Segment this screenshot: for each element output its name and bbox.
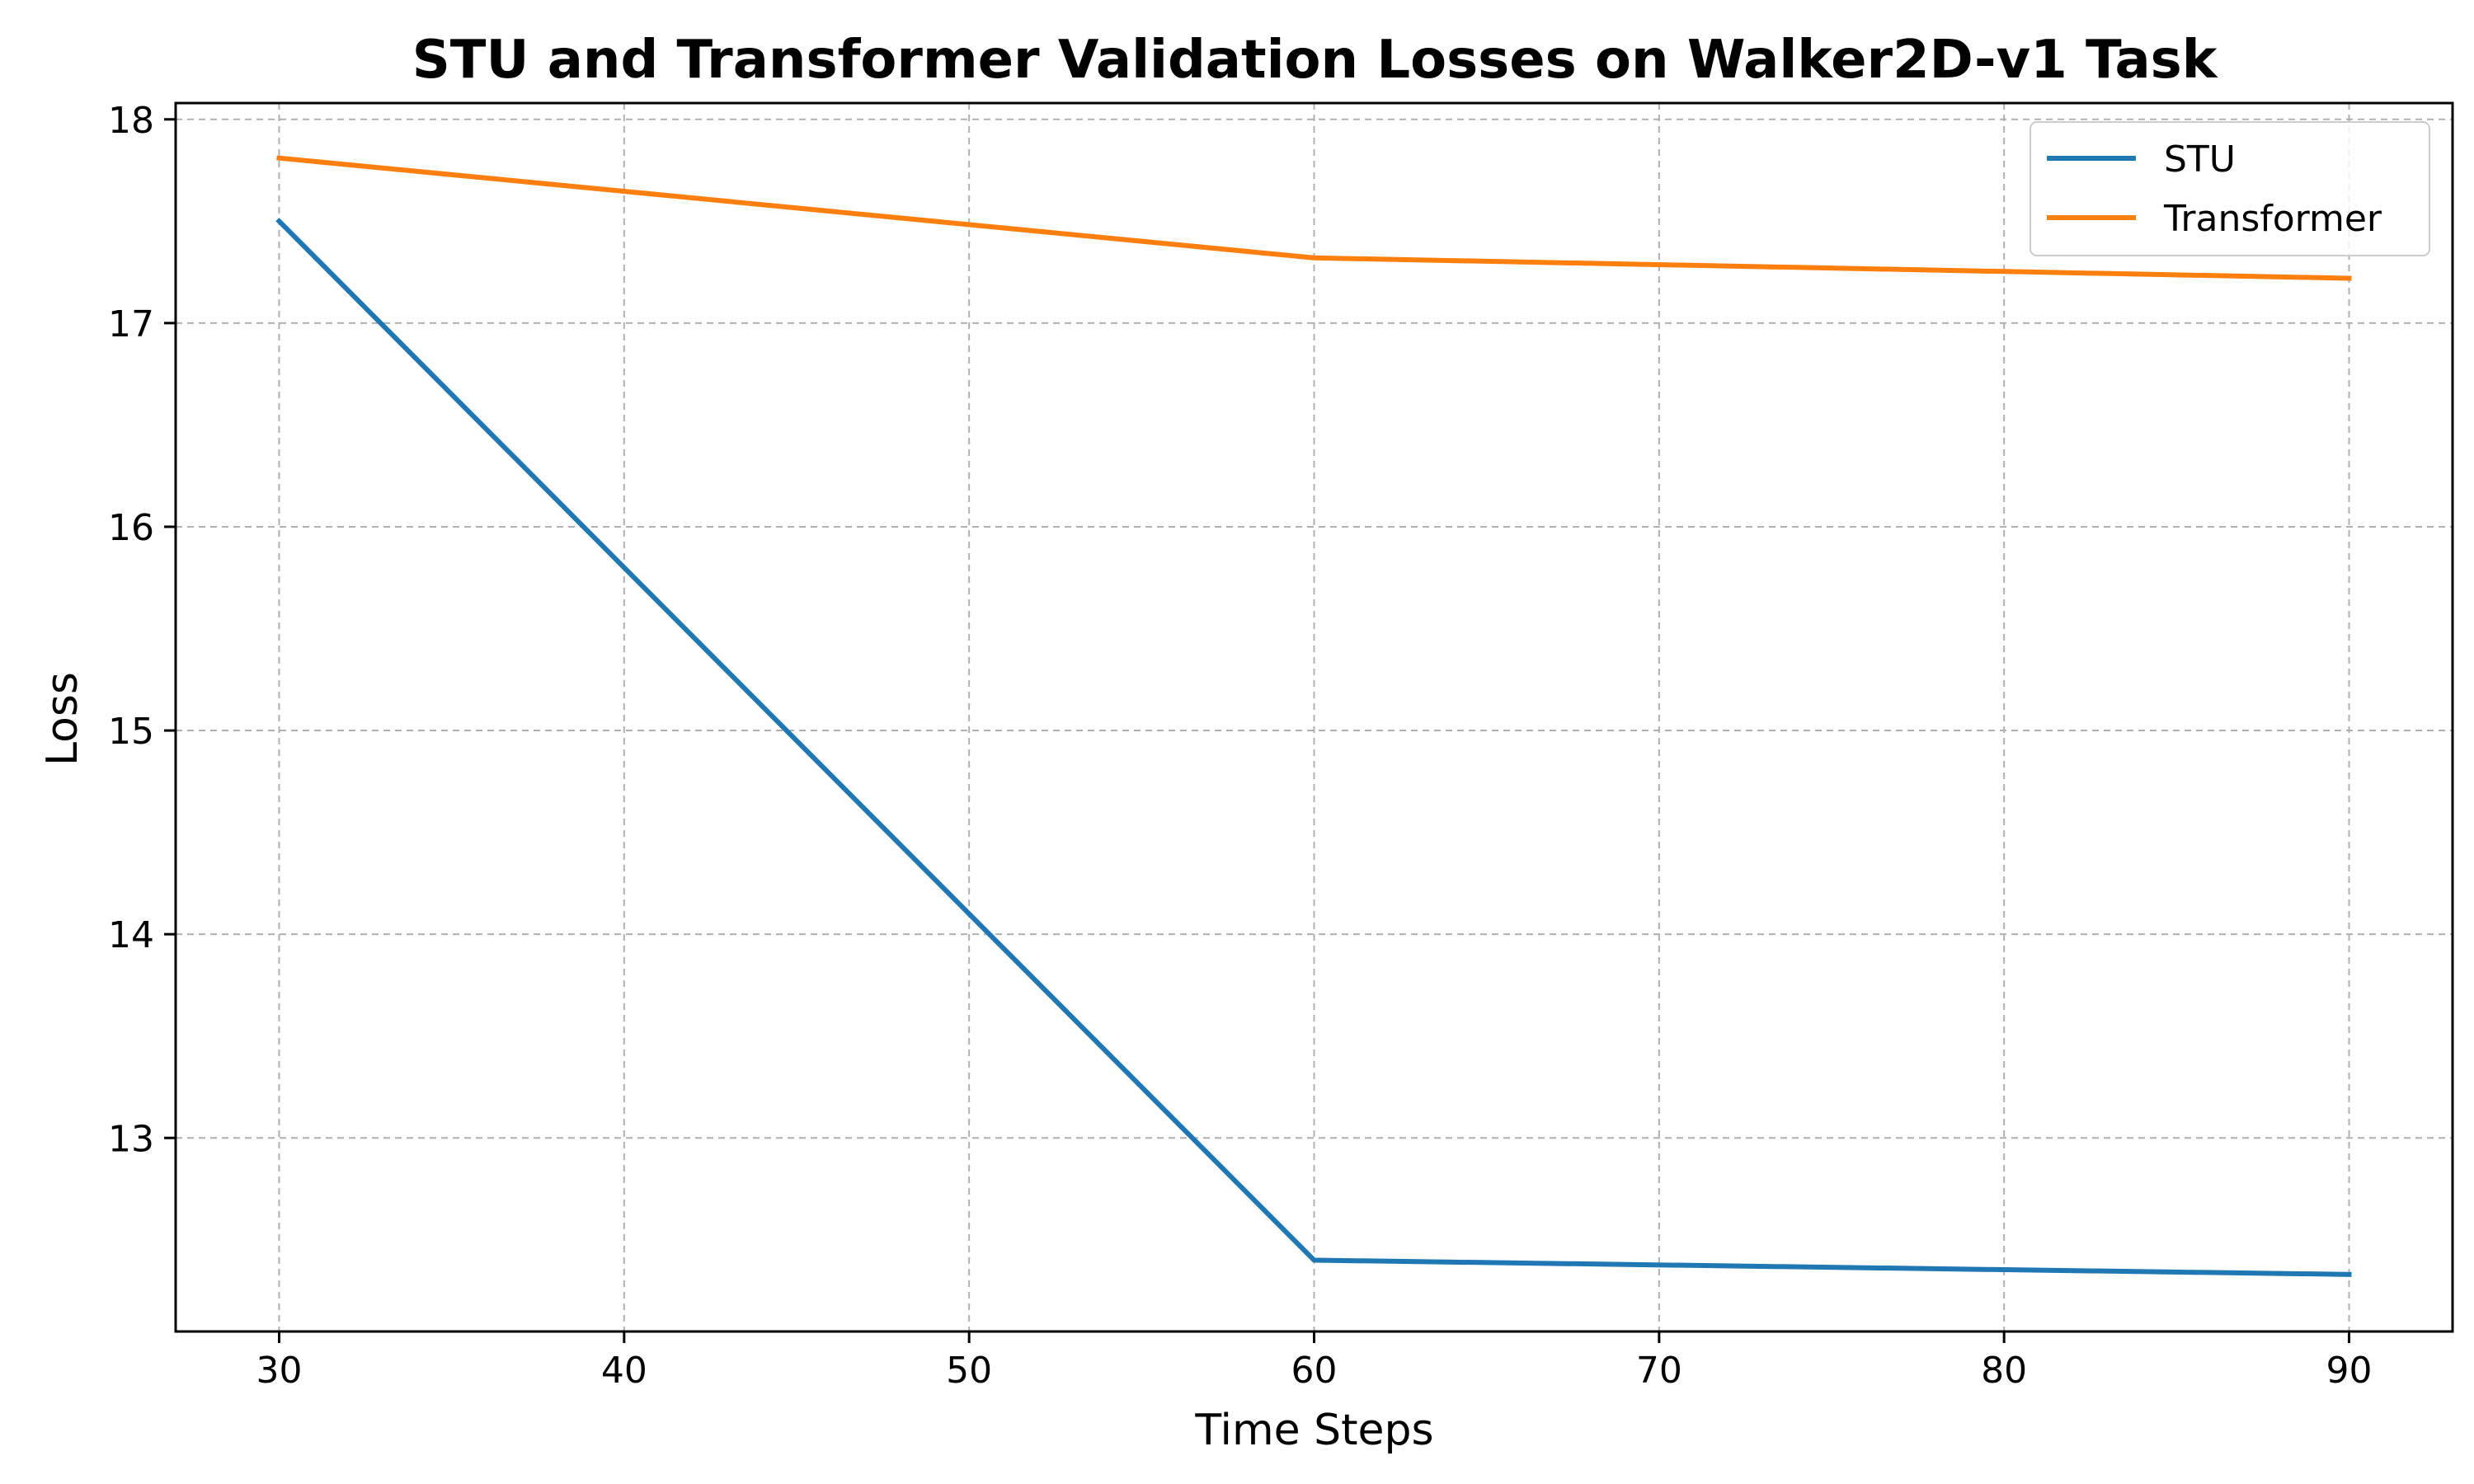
legend-label-transformer: Transformer (2163, 198, 2382, 240)
grid-lines (176, 103, 2453, 1331)
series-line-stu (275, 218, 2352, 1277)
y-tick-label: 13 (108, 1118, 154, 1160)
series-line-transformer (276, 155, 2352, 281)
x-tick-label: 60 (1291, 1350, 1338, 1392)
legend-box (2030, 121, 2430, 256)
x-tick-label: 80 (1981, 1350, 2027, 1392)
y-tick-label: 18 (108, 100, 154, 142)
y-tick-label: 16 (108, 507, 154, 549)
x-axis-label: Time Steps (1194, 1406, 1433, 1455)
x-tick-label: 30 (256, 1350, 303, 1392)
chart-title: STU and Transformer Validation Losses on… (412, 30, 2218, 91)
axis-ticks: 30 40 50 60 70 80 90 13 14 15 16 17 18 (108, 100, 2373, 1392)
x-tick-label: 70 (1636, 1350, 1682, 1392)
legend-label-stu: STU (2164, 139, 2236, 181)
y-tick-label: 14 (108, 914, 154, 956)
x-tick-label: 90 (2326, 1350, 2373, 1392)
y-axis-label: Loss (38, 672, 87, 766)
x-tick-label: 40 (601, 1350, 647, 1392)
y-tick-label: 15 (108, 711, 154, 753)
legend: STU Transformer (2030, 121, 2430, 256)
series-lines (275, 155, 2352, 1277)
x-tick-label: 50 (946, 1350, 992, 1392)
y-tick-label: 17 (108, 303, 154, 345)
